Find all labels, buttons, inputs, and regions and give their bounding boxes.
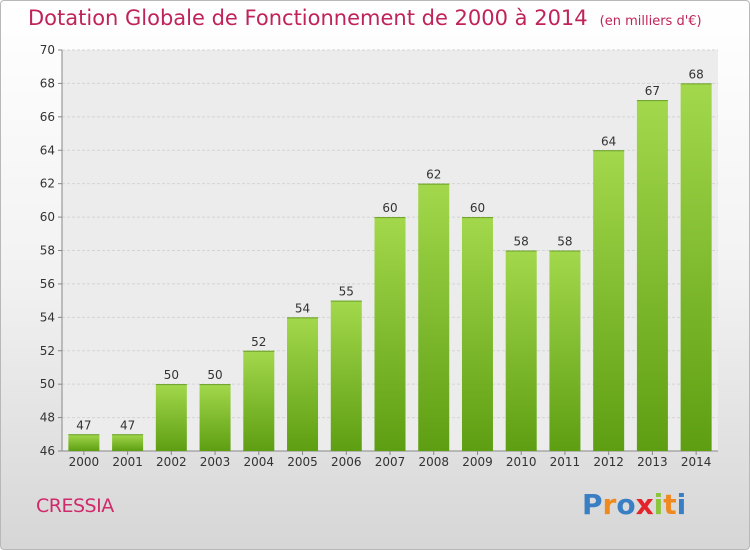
x-tick-label: 2011 [550, 455, 581, 469]
bar [549, 250, 581, 451]
x-tick-label: 2005 [287, 455, 318, 469]
bar [505, 250, 537, 451]
bar [199, 384, 231, 451]
y-tick-label: 66 [40, 110, 55, 124]
bar [461, 217, 493, 451]
x-tick-label: 2009 [462, 455, 493, 469]
y-tick-label: 56 [40, 277, 55, 291]
bar-value-label: 47 [76, 418, 91, 432]
chart-unit: (en milliers d'€) [599, 14, 702, 29]
bar-value-label: 62 [426, 168, 441, 182]
bar-value-label: 64 [601, 134, 616, 148]
y-tick-label: 62 [40, 177, 55, 191]
logo-letter: t [663, 488, 677, 521]
bar-value-label: 52 [251, 335, 266, 349]
x-tick-label: 2002 [156, 455, 187, 469]
bar-value-label: 67 [645, 84, 660, 98]
bar-value-label: 68 [688, 67, 703, 81]
bar-value-label: 50 [207, 368, 222, 382]
y-tick-label: 50 [40, 377, 55, 391]
place-name: CRESSIA [36, 495, 114, 517]
bar [112, 434, 144, 451]
bar [593, 150, 625, 451]
x-tick-label: 2013 [637, 455, 668, 469]
x-tick-label: 2014 [681, 455, 712, 469]
bar-value-label: 55 [339, 285, 354, 299]
logo-letter: r [602, 488, 617, 521]
x-tick-label: 2007 [375, 455, 406, 469]
bar [68, 434, 100, 451]
bar-value-label: 50 [164, 368, 179, 382]
y-tick-label: 68 [40, 76, 55, 90]
bar-value-label: 58 [557, 235, 572, 249]
bar [374, 217, 406, 451]
bar-value-label: 60 [470, 201, 485, 215]
x-tick-label: 2003 [200, 455, 231, 469]
y-tick-label: 54 [40, 310, 55, 324]
y-tick-label: 64 [40, 143, 55, 157]
x-tick-label: 2008 [418, 455, 449, 469]
bar-value-label: 60 [382, 201, 397, 215]
bar [636, 100, 668, 451]
bar [243, 350, 275, 451]
bar [330, 300, 362, 451]
y-tick-label: 48 [40, 411, 55, 425]
bar [287, 317, 319, 451]
logo-letter: i [676, 488, 687, 521]
y-tick-label: 52 [40, 344, 55, 358]
y-tick-label: 46 [40, 444, 55, 458]
x-tick-label: 2004 [244, 455, 275, 469]
chart-title-text: Dotation Globale de Fonctionnement de 20… [28, 6, 588, 30]
bar [680, 83, 712, 452]
y-tick-label: 60 [40, 210, 55, 224]
y-tick-label: 70 [40, 43, 55, 57]
x-tick-label: 2000 [69, 455, 100, 469]
bar-value-label: 58 [514, 235, 529, 249]
bar-value-label: 47 [120, 418, 135, 432]
logo-letter: i [653, 488, 664, 521]
logo-letter: x [635, 488, 654, 521]
bar-value-label: 54 [295, 301, 310, 315]
proxiti-logo: Proxiti [582, 488, 686, 521]
x-tick-label: 2012 [593, 455, 624, 469]
logo-letter: P [582, 488, 603, 521]
bar [418, 183, 450, 451]
x-tick-label: 2006 [331, 455, 362, 469]
x-tick-label: 2010 [506, 455, 537, 469]
chart-title: Dotation Globale de Fonctionnement de 20… [28, 6, 702, 30]
x-tick-label: 2001 [112, 455, 143, 469]
bar [155, 384, 187, 451]
y-tick-label: 58 [40, 244, 55, 258]
logo-letter: o [616, 488, 636, 521]
